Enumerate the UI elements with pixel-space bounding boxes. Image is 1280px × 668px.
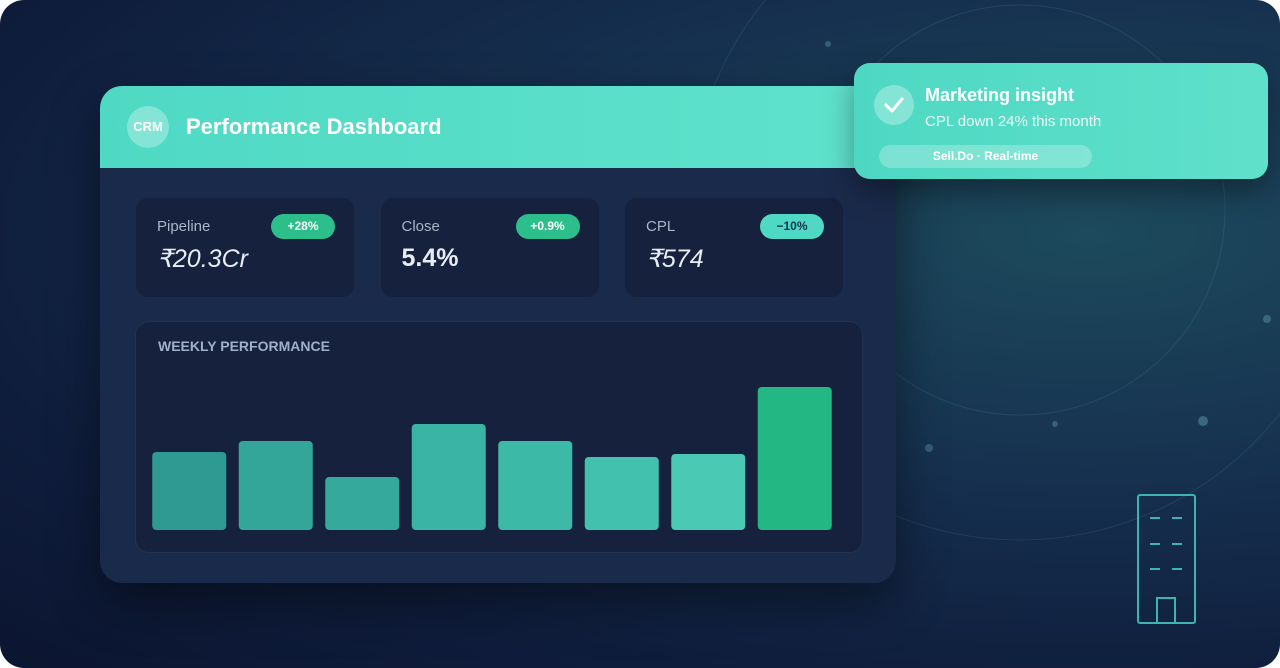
kpi-value: ₹20.3Cr — [157, 245, 248, 273]
bar — [498, 441, 573, 530]
bar — [584, 457, 659, 530]
chart-panel: WEEKLY PERFORMANCE — [135, 321, 863, 553]
chart-title: WEEKLY PERFORMANCE — [158, 338, 330, 354]
bar — [757, 387, 832, 530]
dot — [1052, 421, 1058, 427]
kpi-value: ₹574 — [646, 245, 704, 273]
kpi-badge: −10% — [760, 214, 824, 239]
header: CRM Performance Dashboard — [100, 86, 896, 168]
dashboard-card: CRM Performance Dashboard Pipeline ₹20.3C… — [100, 86, 896, 583]
kpi-label: Pipeline — [157, 218, 211, 235]
kpi-badge: +0.9% — [515, 214, 580, 239]
header-title: Performance Dashboard — [186, 114, 442, 139]
check-icon — [874, 85, 914, 125]
bar — [238, 441, 313, 530]
dot — [825, 41, 831, 47]
kpi-label: CPL — [646, 218, 676, 235]
notification[interactable]: Marketing insight CPL down 24% this mont… — [854, 63, 1268, 179]
dot — [1263, 315, 1271, 323]
bar — [411, 424, 486, 530]
bar — [152, 452, 227, 530]
kpi-card: CPL ₹574 −10% — [625, 198, 843, 297]
notification-tag: Sell.Do · Real-time — [879, 145, 1092, 168]
dot — [1198, 416, 1208, 426]
kpi-badge: +28% — [271, 214, 335, 239]
notification-text: CPL down 24% this month — [925, 113, 1102, 130]
chart — [152, 387, 832, 530]
building-icon — [1137, 494, 1196, 624]
bar — [325, 477, 400, 530]
dot — [925, 444, 933, 452]
logo: CRM — [127, 106, 169, 148]
notification-title: Marketing insight — [925, 85, 1075, 105]
kpi-label: Close — [401, 218, 440, 235]
kpi-card: Close 5.4% +0.9% — [380, 198, 599, 297]
kpi-card: Pipeline ₹20.3Cr +28% — [136, 198, 354, 297]
bar — [671, 454, 746, 530]
kpi-value: 5.4% — [401, 244, 459, 272]
